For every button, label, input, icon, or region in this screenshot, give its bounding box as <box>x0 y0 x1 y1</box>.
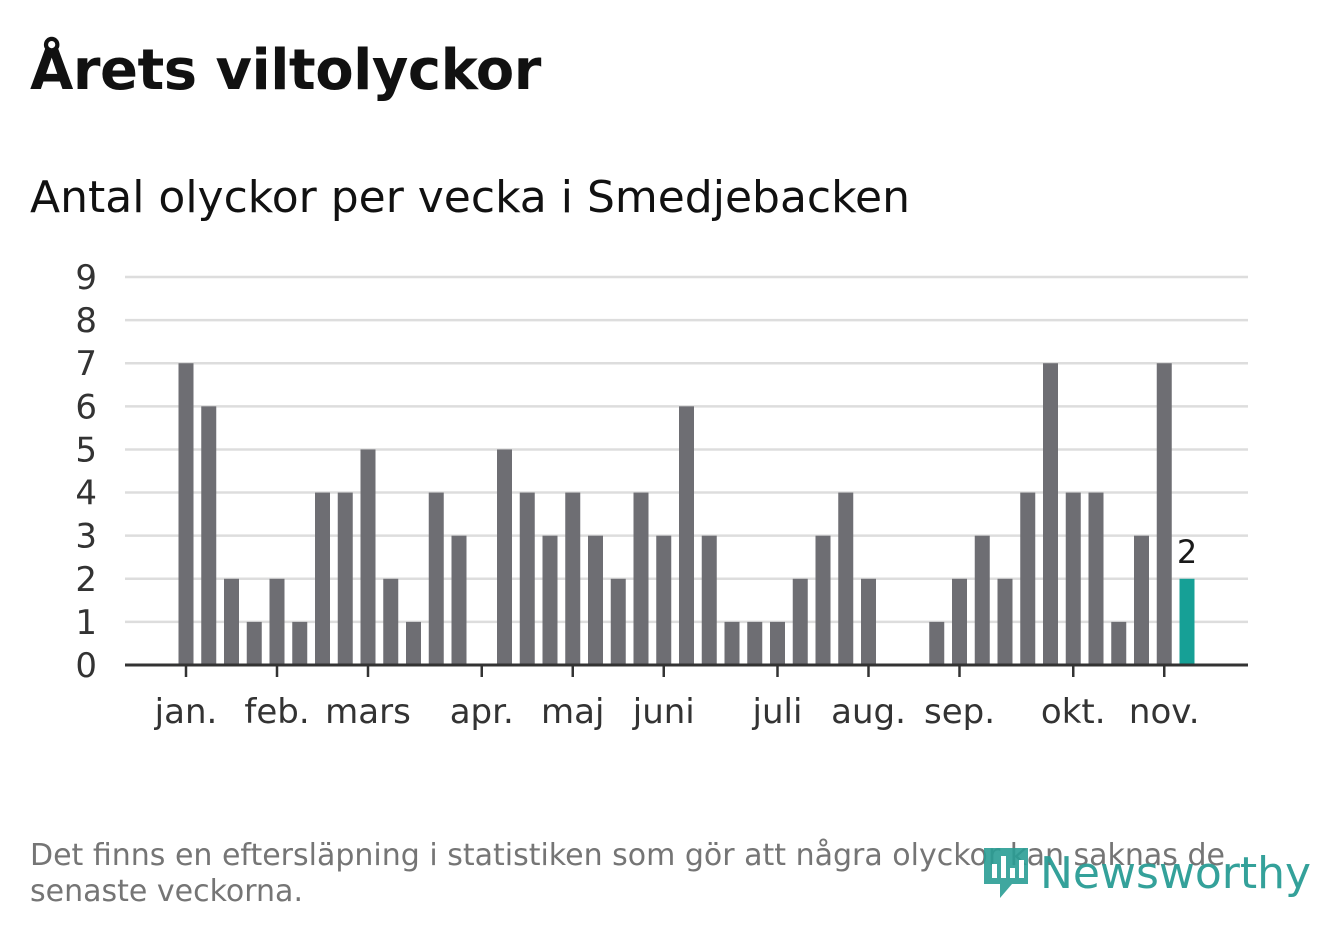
x-tick-label: okt. <box>1041 692 1106 732</box>
x-tick-label: mars <box>325 692 411 732</box>
y-tick-label: 2 <box>75 560 97 600</box>
bar <box>1156 363 1172 665</box>
highlight-bar <box>1179 578 1195 665</box>
bar <box>519 492 535 665</box>
bar <box>929 621 945 665</box>
bar <box>1134 535 1149 665</box>
x-tick-label: maj <box>541 692 604 732</box>
bar <box>770 621 785 665</box>
x-tick-label: aug. <box>831 692 906 732</box>
x-tick-label: jan. <box>154 692 218 732</box>
bar <box>792 578 808 665</box>
bar <box>1043 363 1058 665</box>
x-tick-label: juni <box>632 692 695 732</box>
y-tick-label: 1 <box>75 603 97 643</box>
bar <box>997 578 1013 665</box>
chart-title: Årets viltolyckor <box>30 38 541 103</box>
bar <box>588 535 603 665</box>
bar <box>315 492 330 665</box>
y-tick-label: 6 <box>75 387 97 427</box>
y-tick-label: 7 <box>75 344 97 384</box>
brand-logo: Newsworthy <box>980 842 1311 904</box>
brand-name: Newsworthy <box>1040 847 1312 899</box>
bar <box>610 578 626 665</box>
bar <box>747 621 763 665</box>
x-tick-label: apr. <box>450 692 514 732</box>
y-tick-label: 5 <box>75 430 97 470</box>
bar <box>1088 492 1104 665</box>
y-tick-label: 0 <box>75 646 97 686</box>
bar <box>724 621 740 665</box>
bar <box>201 406 217 665</box>
bar <box>178 363 194 665</box>
bar <box>1065 492 1081 665</box>
bar <box>428 492 444 665</box>
bar <box>952 578 967 665</box>
chart-subtitle: Antal olyckor per vecka i Smedjebacken <box>30 172 910 223</box>
bar <box>974 535 990 665</box>
x-tick-label: juli <box>752 692 803 732</box>
bar <box>406 621 421 665</box>
bar <box>451 535 467 665</box>
bar <box>838 492 854 665</box>
y-tick-label: 3 <box>75 517 97 557</box>
newsworthy-logo-icon <box>984 848 1028 898</box>
bar <box>656 535 672 665</box>
bar <box>815 535 831 665</box>
x-tick-label: nov. <box>1129 692 1200 732</box>
bar <box>542 535 558 665</box>
bar <box>269 578 285 665</box>
bar <box>701 535 717 665</box>
bar <box>1020 492 1036 665</box>
bar <box>633 492 649 665</box>
bar <box>224 578 239 665</box>
x-tick-label: feb. <box>244 692 309 732</box>
bar <box>565 492 581 665</box>
x-tick-label: sep. <box>924 692 995 732</box>
y-tick-label: 9 <box>75 258 97 298</box>
bar <box>337 492 353 665</box>
bar <box>679 406 694 665</box>
bar <box>861 578 876 665</box>
bar <box>292 621 308 665</box>
data-label: 2 <box>1177 533 1197 571</box>
bar <box>1111 621 1127 665</box>
bar <box>360 449 376 665</box>
y-tick-label: 8 <box>75 301 97 341</box>
bar <box>246 621 262 665</box>
y-tick-label: 4 <box>75 474 97 514</box>
bar <box>383 578 399 665</box>
bar <box>497 449 512 665</box>
